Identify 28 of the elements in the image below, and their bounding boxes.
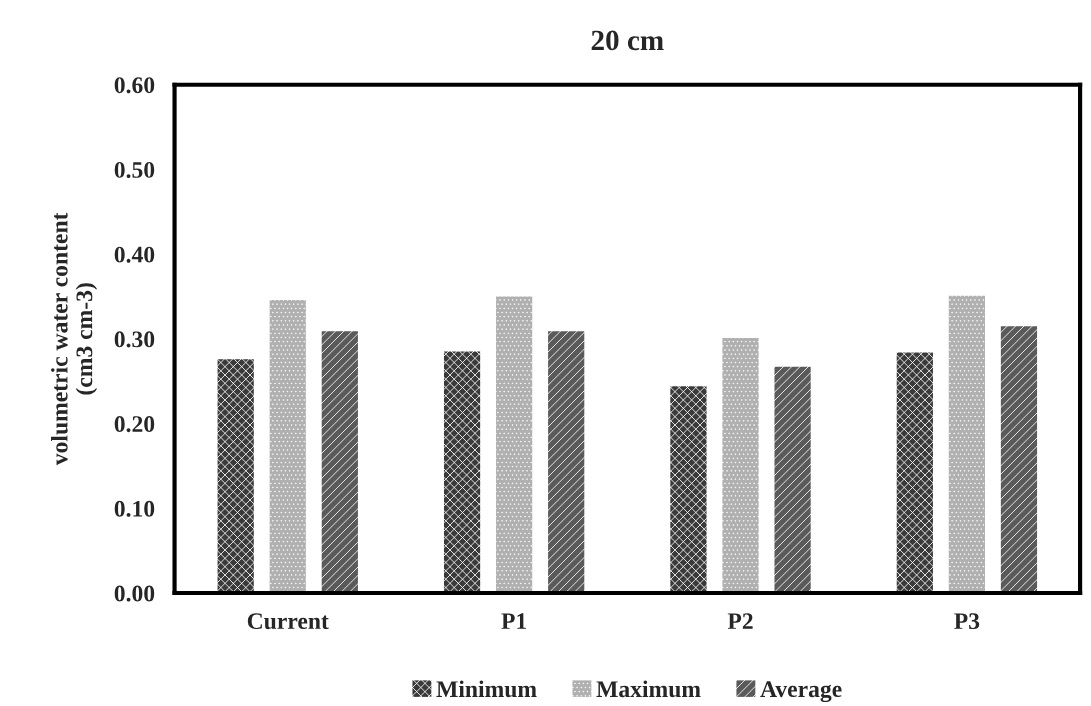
x-tick-label: P3 <box>954 613 980 630</box>
legend-label: Minimum <box>436 680 537 698</box>
x-tick-label: Current <box>247 613 329 630</box>
bar <box>548 331 585 594</box>
y-axis-title: volumetric water content (cm3 cm-3) <box>51 212 98 466</box>
chart-title: 20 cm <box>591 30 664 51</box>
y-tick-label: 0.20 <box>114 416 155 433</box>
bar <box>774 366 811 594</box>
y-tick-label: 0.30 <box>114 331 155 348</box>
x-tick-label: P1 <box>501 613 527 629</box>
y-tick-label: 0.10 <box>114 500 155 517</box>
bar <box>670 386 707 594</box>
bar <box>269 299 306 594</box>
y-tick-label: 0.60 <box>114 77 155 94</box>
y-tick-label: 0.40 <box>114 246 155 263</box>
legend-label: Maximum <box>596 680 701 698</box>
y-tick-label: 0.00 <box>114 585 155 602</box>
bar <box>217 359 254 594</box>
bar <box>896 352 933 594</box>
bar <box>321 331 358 594</box>
bar <box>948 295 986 594</box>
bar <box>443 351 481 594</box>
y-tick-label: 0.50 <box>114 161 155 178</box>
legend-label: Average <box>760 681 842 703</box>
bar <box>496 296 533 594</box>
bar <box>1000 326 1038 594</box>
bar <box>722 338 759 594</box>
x-tick-label: P2 <box>727 613 753 629</box>
